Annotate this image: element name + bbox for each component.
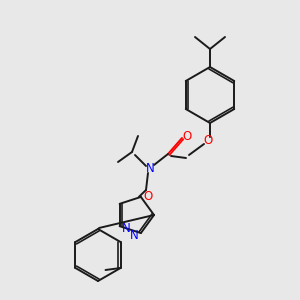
Text: O: O [143, 190, 152, 203]
Text: N: N [130, 229, 138, 242]
Text: O: O [203, 134, 213, 146]
Text: O: O [182, 130, 192, 142]
Text: N: N [146, 161, 154, 175]
Text: N: N [122, 222, 131, 235]
